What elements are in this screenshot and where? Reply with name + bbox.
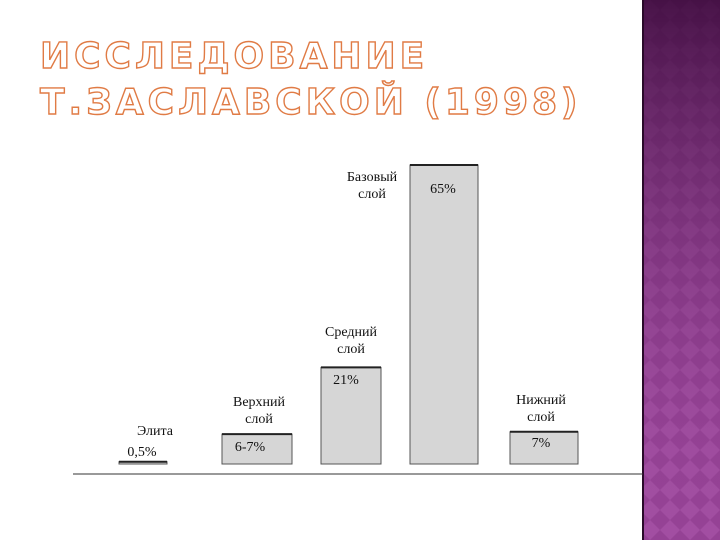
value-label: 6-7% [235,440,266,455]
value-label: 0,5% [127,445,157,460]
value-label: 21% [333,373,359,388]
category-label: слой [337,342,365,357]
bar [509,431,579,465]
category-label: Верхний [233,395,286,410]
category-label: слой [245,412,273,427]
category-label: Средний [325,325,377,340]
value-label: 7% [532,436,551,451]
category-label: слой [527,410,555,425]
side-shade [643,0,720,540]
value-label: 65% [430,182,456,197]
category-label: Элита [137,424,174,439]
bar [409,164,479,465]
slide-title: ИССЛЕДОВАНИЕ Т.ЗАСЛАВСКОЙ (1998) [39,35,582,123]
category-label: слой [358,187,386,202]
category-label: Базовый [347,170,398,185]
category-label: Нижний [516,393,566,408]
